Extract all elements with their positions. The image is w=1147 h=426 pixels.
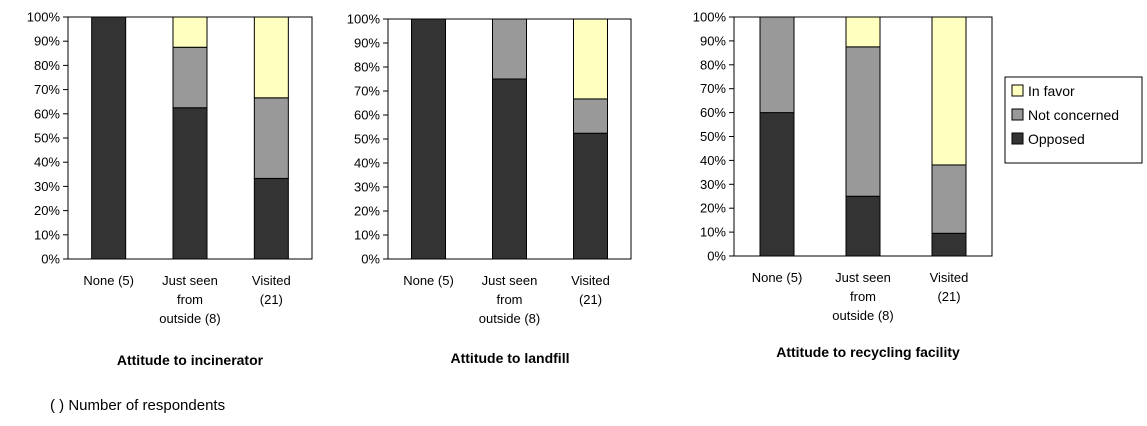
chart-title: Attitude to recycling facility [776,344,960,360]
bar-segment-not-concerned [845,46,881,197]
bar-segment-not-concerned [492,18,527,80]
y-tick-label: 50% [354,132,380,147]
bar-segment-opposed [253,177,289,260]
bar-segment-opposed [573,132,608,260]
x-category-label: outside (8) [832,308,893,323]
x-category-label: outside (8) [479,311,540,326]
legend-swatch [1011,84,1024,97]
legend-swatch [1011,108,1024,121]
y-tick-label: 30% [34,179,60,194]
y-tick-label: 60% [700,105,726,120]
x-category-label: Just seen [482,273,538,288]
x-category-label: (21) [937,289,960,304]
y-tick-label: 60% [354,108,380,123]
y-tick-label: 40% [700,153,726,168]
y-tick-label: 100% [693,10,727,25]
legend-box [1004,76,1143,164]
x-category-label: (21) [579,292,602,307]
y-tick-label: 30% [354,180,380,195]
bar-segment-in-favor [253,16,289,99]
x-category-label: Visited [571,273,610,288]
y-tick-label: 70% [700,81,726,96]
bar-segment-opposed [931,232,967,257]
y-tick-label: 50% [34,131,60,146]
legend-label: In favor [1028,83,1075,99]
bar-segment-not-concerned [931,164,967,234]
bar-segment-in-favor [573,18,608,100]
chart-3: 0% 10% 20% 30% 40% 50% 60% 70% 80% 90% 100% None (5… [693,10,993,360]
x-category-label: None (5) [403,273,454,288]
y-tick-label: 60% [34,106,60,121]
bar-segment-opposed [845,195,881,257]
chart-title: Attitude to incinerator [117,352,264,368]
x-category-label: from [177,292,203,307]
y-tick-label: 100% [27,10,61,25]
bar-segment-not-concerned [573,98,608,134]
bar-segment-not-concerned [253,97,289,179]
y-tick-label: 20% [700,201,726,216]
bar-segment-in-favor [931,16,967,166]
bar-segment-opposed [91,16,127,260]
bar-segment-opposed [411,18,446,260]
legend: In favor Not concerned Opposed [1004,76,1143,164]
bar-segment-opposed [492,78,527,260]
y-tick-label: 10% [34,227,60,242]
legend-label: Not concerned [1028,107,1119,123]
x-category-label: Just seen [835,270,891,285]
x-category-label: outside (8) [159,311,220,326]
x-category-label: (21) [260,292,283,307]
y-tick-label: 70% [354,84,380,99]
charts-group: 0% 10% 20% 30% 40% 50% 60% 70% 80% 90% 100% None (5… [27,10,993,368]
y-tick-label: 10% [354,228,380,243]
y-tick-label: 40% [354,156,380,171]
chart-1: 0% 10% 20% 30% 40% 50% 60% 70% 80% 90% 100% None (5… [27,10,313,368]
legend-swatch [1011,132,1024,145]
y-tick-label: 80% [700,57,726,72]
y-tick-label: 30% [700,177,726,192]
x-category-label: from [497,292,523,307]
y-tick-label: 0% [361,252,380,267]
y-tick-label: 50% [700,129,726,144]
y-tick-label: 20% [354,204,380,219]
y-tick-label: 90% [700,33,726,48]
x-category-label: None (5) [83,273,134,288]
bar-segment-not-concerned [172,46,208,109]
x-category-label: Visited [930,270,969,285]
x-category-label: Visited [252,273,291,288]
bar-segment-not-concerned [759,16,795,114]
y-tick-label: 100% [347,12,381,27]
bar-segment-in-favor [172,16,208,48]
y-tick-label: 0% [707,249,726,264]
bar-segment-in-favor [845,16,881,48]
x-category-label: Just seen [162,273,218,288]
x-category-label: None (5) [752,270,803,285]
y-tick-label: 0% [41,252,60,267]
chart-title: Attitude to landfill [451,350,570,366]
bar-segment-opposed [172,107,208,260]
y-tick-label: 20% [34,203,60,218]
footnote: ( ) Number of respondents [50,397,225,414]
y-tick-label: 70% [34,82,60,97]
y-tick-label: 80% [34,58,60,73]
x-category-label: from [850,289,876,304]
legend-label: Opposed [1028,131,1085,147]
chart-2: 0% 10% 20% 30% 40% 50% 60% 70% 80% 90% 100% None (5… [347,12,632,366]
bar-segment-opposed [759,112,795,257]
y-tick-label: 90% [34,34,60,49]
y-tick-label: 80% [354,60,380,75]
y-tick-label: 40% [34,155,60,170]
y-tick-label: 90% [354,36,380,51]
y-tick-label: 10% [700,225,726,240]
